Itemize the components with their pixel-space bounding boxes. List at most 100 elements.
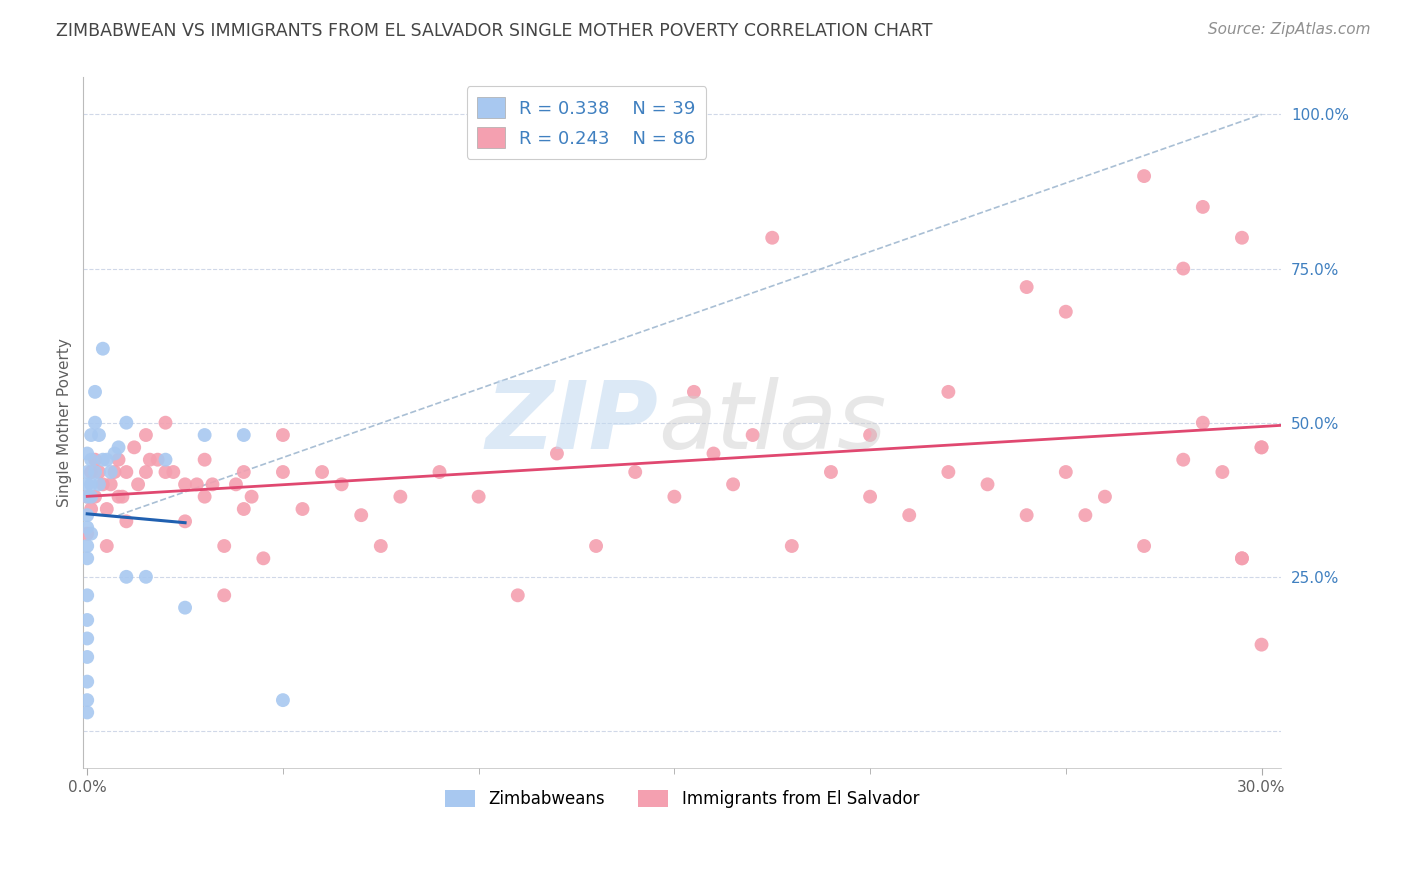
Point bbox=[506, 588, 529, 602]
Point bbox=[84, 465, 107, 479]
Point bbox=[155, 452, 177, 467]
Point bbox=[232, 465, 254, 479]
Point bbox=[212, 539, 235, 553]
Legend: Zimbabweans, Immigrants from El Salvador: Zimbabweans, Immigrants from El Salvador bbox=[439, 783, 927, 815]
Point bbox=[100, 465, 122, 479]
Point bbox=[271, 465, 294, 479]
Point bbox=[139, 452, 162, 467]
Point bbox=[330, 477, 353, 491]
Point bbox=[212, 588, 235, 602]
Point bbox=[1133, 169, 1156, 183]
Point bbox=[820, 465, 842, 479]
Point bbox=[1230, 551, 1253, 566]
Point bbox=[76, 465, 98, 479]
Point bbox=[76, 588, 98, 602]
Point bbox=[976, 477, 998, 491]
Point bbox=[1230, 551, 1253, 566]
Point bbox=[87, 428, 110, 442]
Point bbox=[111, 490, 134, 504]
Text: ZIP: ZIP bbox=[485, 376, 658, 468]
Point bbox=[761, 231, 783, 245]
Point bbox=[1054, 304, 1077, 318]
Point bbox=[664, 490, 686, 504]
Point bbox=[84, 416, 107, 430]
Point bbox=[546, 446, 568, 460]
Point bbox=[683, 384, 706, 399]
Text: ZIMBABWEAN VS IMMIGRANTS FROM EL SALVADOR SINGLE MOTHER POVERTY CORRELATION CHAR: ZIMBABWEAN VS IMMIGRANTS FROM EL SALVADO… bbox=[56, 22, 932, 40]
Point bbox=[938, 465, 960, 479]
Point bbox=[174, 477, 197, 491]
Point bbox=[1094, 490, 1116, 504]
Point bbox=[194, 452, 217, 467]
Point bbox=[135, 428, 157, 442]
Point bbox=[624, 465, 647, 479]
Point bbox=[1191, 200, 1213, 214]
Point bbox=[76, 508, 98, 523]
Point bbox=[1230, 231, 1253, 245]
Point bbox=[201, 477, 224, 491]
Point bbox=[162, 465, 184, 479]
Point bbox=[80, 502, 103, 516]
Point bbox=[84, 384, 107, 399]
Point bbox=[467, 490, 489, 504]
Point bbox=[76, 526, 98, 541]
Point bbox=[350, 508, 373, 523]
Point bbox=[107, 490, 129, 504]
Point bbox=[155, 416, 177, 430]
Point bbox=[155, 465, 177, 479]
Point bbox=[107, 452, 129, 467]
Point bbox=[76, 650, 98, 665]
Point bbox=[859, 490, 882, 504]
Point bbox=[96, 539, 118, 553]
Point bbox=[107, 441, 129, 455]
Point bbox=[87, 465, 110, 479]
Point bbox=[194, 428, 217, 442]
Point bbox=[194, 490, 217, 504]
Point bbox=[96, 452, 118, 467]
Point bbox=[80, 465, 103, 479]
Point bbox=[115, 570, 138, 584]
Point bbox=[174, 600, 197, 615]
Point bbox=[174, 514, 197, 528]
Point bbox=[1250, 441, 1272, 455]
Point bbox=[80, 526, 103, 541]
Point bbox=[1250, 638, 1272, 652]
Point bbox=[1250, 441, 1272, 455]
Point bbox=[76, 613, 98, 627]
Point bbox=[76, 477, 98, 491]
Point bbox=[271, 428, 294, 442]
Point bbox=[1173, 452, 1195, 467]
Point bbox=[780, 539, 803, 553]
Point bbox=[91, 477, 114, 491]
Point bbox=[291, 502, 314, 516]
Point bbox=[1015, 280, 1038, 294]
Point bbox=[429, 465, 451, 479]
Point bbox=[115, 465, 138, 479]
Point bbox=[76, 539, 98, 553]
Point bbox=[104, 446, 127, 460]
Point bbox=[938, 384, 960, 399]
Point bbox=[96, 502, 118, 516]
Point bbox=[585, 539, 607, 553]
Point bbox=[80, 477, 103, 491]
Point bbox=[1074, 508, 1097, 523]
Point bbox=[702, 446, 724, 460]
Point bbox=[80, 452, 103, 467]
Point bbox=[240, 490, 263, 504]
Point bbox=[232, 428, 254, 442]
Point bbox=[311, 465, 333, 479]
Point bbox=[100, 477, 122, 491]
Point bbox=[135, 465, 157, 479]
Point bbox=[1173, 261, 1195, 276]
Point bbox=[1211, 465, 1233, 479]
Point bbox=[91, 452, 114, 467]
Point bbox=[76, 693, 98, 707]
Point bbox=[1054, 465, 1077, 479]
Point bbox=[122, 441, 145, 455]
Point bbox=[232, 502, 254, 516]
Point bbox=[84, 452, 107, 467]
Point bbox=[271, 693, 294, 707]
Point bbox=[76, 632, 98, 646]
Point bbox=[87, 477, 110, 491]
Point bbox=[84, 490, 107, 504]
